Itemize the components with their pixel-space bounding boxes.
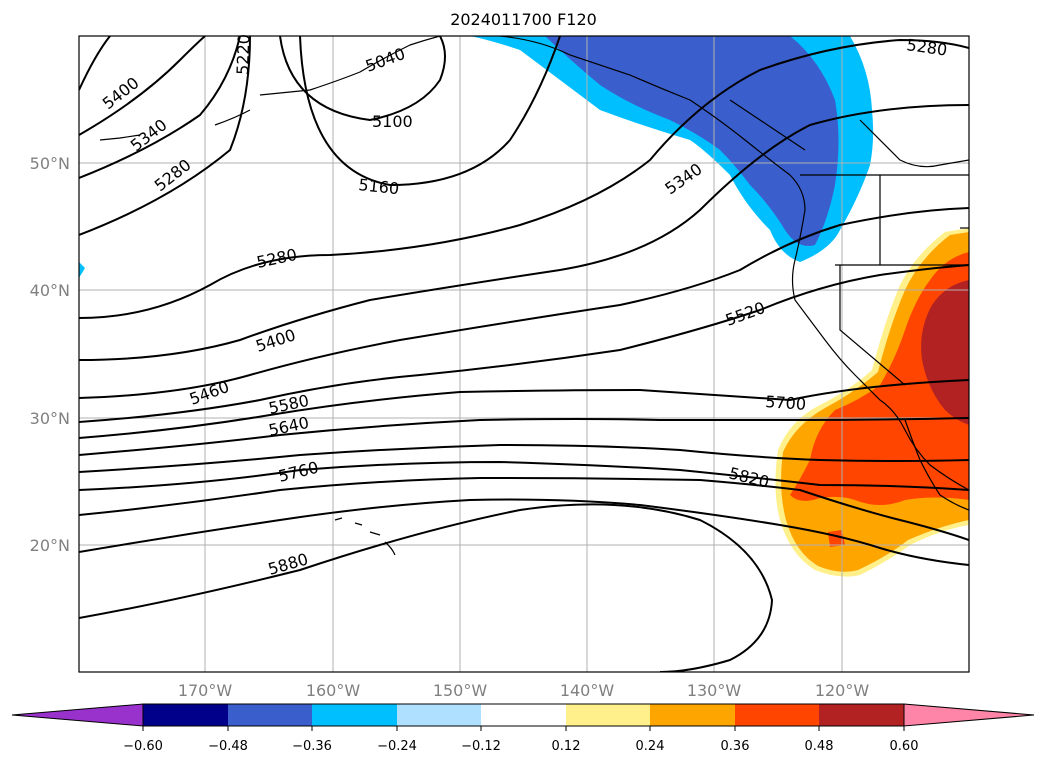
colorbar-segment xyxy=(650,704,735,726)
colorbar-segment xyxy=(735,704,819,726)
height-contours xyxy=(79,36,969,672)
colorbar-tick-label: 0.36 xyxy=(721,739,750,754)
lon-label: 170°W xyxy=(178,681,233,700)
lat-label: 30°N xyxy=(30,409,70,428)
lon-label: 120°W xyxy=(815,681,870,700)
map-frame xyxy=(78,35,970,673)
contour-label: 5040 xyxy=(363,44,408,76)
contour-label: 5100 xyxy=(372,112,413,131)
lat-label: 40°N xyxy=(30,281,70,300)
colorbar-high-extension xyxy=(903,703,1035,727)
colorbar: −0.60 −0.48 −0.36 −0.24 −0.12 0.12 0.24 … xyxy=(11,703,1035,754)
colorbar-segment xyxy=(819,704,904,726)
lon-label: 130°W xyxy=(687,681,742,700)
colorbar-segment xyxy=(481,704,566,726)
lat-label: 20°N xyxy=(30,536,70,555)
latitude-labels: 50°N 40°N 30°N 20°N xyxy=(30,154,70,555)
contour-label: 5700 xyxy=(765,392,807,414)
colorbar-tick-label: −0.60 xyxy=(123,739,163,754)
negative-anomaly-region xyxy=(79,36,874,278)
colorbar-tick-label: −0.12 xyxy=(461,739,501,754)
contour-label: 5760 xyxy=(276,458,320,486)
contour-label: 5280 xyxy=(905,35,948,59)
colorbar-segment xyxy=(228,704,312,726)
colorbar-tick-label: −0.24 xyxy=(377,739,417,754)
coastlines xyxy=(99,36,969,556)
colorbar-tick-label: 0.12 xyxy=(552,739,581,754)
colorbar-tick-label: −0.36 xyxy=(292,739,332,754)
contour-label: 5400 xyxy=(99,73,143,113)
lat-label: 50°N xyxy=(30,154,70,173)
contour-label: 5340 xyxy=(127,115,171,155)
colorbar-tick-label: 0.60 xyxy=(890,739,919,754)
colorbar-segment xyxy=(397,704,481,726)
contour-label: 5520 xyxy=(723,298,768,330)
colorbar-tick-label: 0.48 xyxy=(805,739,834,754)
lon-label: 150°W xyxy=(433,681,488,700)
colorbar-tick-label: 0.24 xyxy=(636,739,665,754)
contour-label: 5280 xyxy=(255,245,299,272)
contour-label: 5880 xyxy=(266,549,310,578)
contour-label: 5160 xyxy=(358,175,400,198)
contour-label: 5460 xyxy=(187,377,232,409)
contour-label: 5340 xyxy=(661,159,705,198)
colorbar-segment xyxy=(566,704,650,726)
colorbar-tick-label: −0.48 xyxy=(208,739,248,754)
map-title: 2024011700 F120 xyxy=(450,10,597,29)
lon-label: 160°W xyxy=(306,681,361,700)
gridlines xyxy=(79,36,969,672)
colorbar-segment xyxy=(312,704,397,726)
longitude-labels: 170°W 160°W 150°W 140°W 130°W 120°W xyxy=(178,681,870,700)
lon-label: 140°W xyxy=(560,681,615,700)
contour-label: 5220 xyxy=(233,34,253,75)
colorbar-segment xyxy=(143,704,228,726)
contour-label: 5820 xyxy=(727,463,771,491)
colorbar-frame xyxy=(142,703,905,727)
contour-label: 5400 xyxy=(253,325,298,356)
colorbar-low-extension xyxy=(11,703,144,727)
